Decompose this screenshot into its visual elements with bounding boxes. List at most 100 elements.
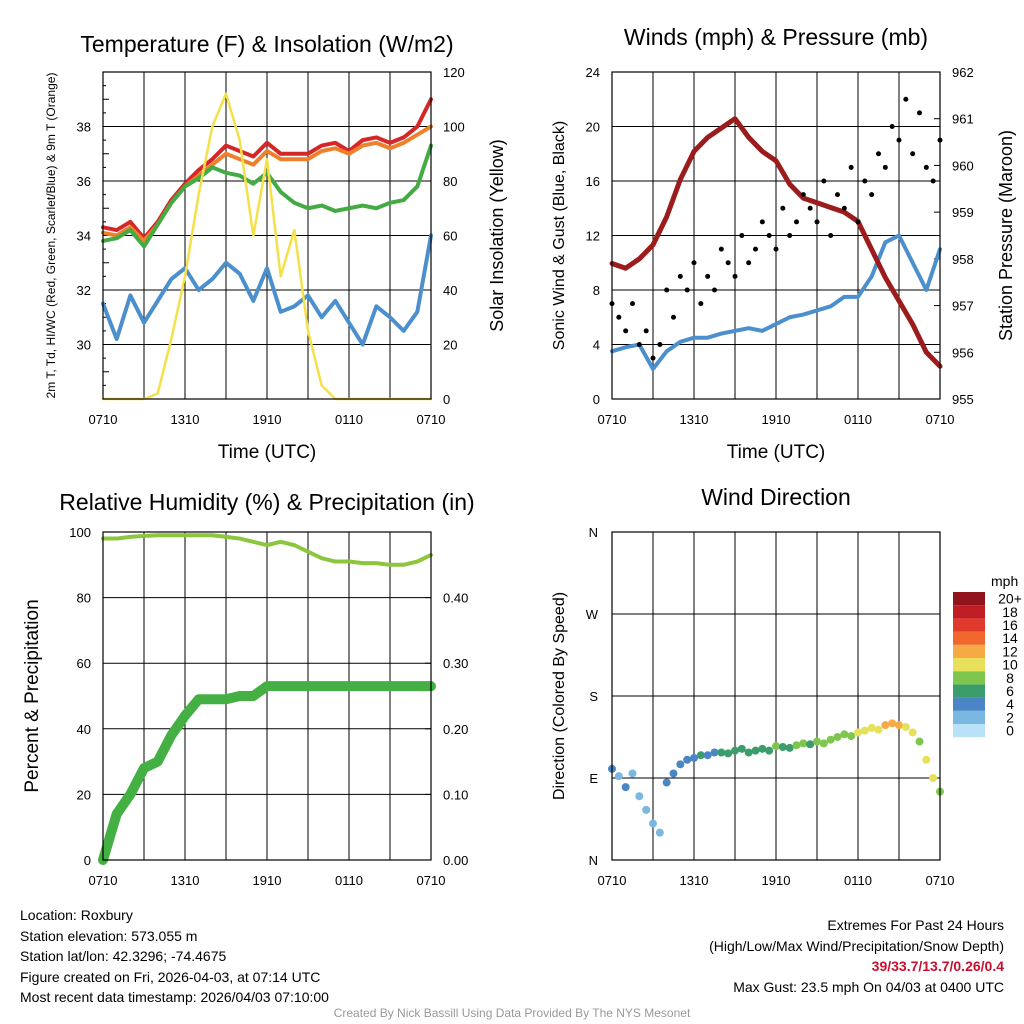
direction-point [867,723,876,732]
x-tick-label: 0110 [335,412,363,427]
direction-point [758,744,767,753]
gust-point [780,205,786,211]
plot-frame [611,531,941,861]
direction-point [724,749,733,758]
colorbar-swatch [953,710,985,724]
direction-point [696,751,705,760]
colorbar-swatch [953,631,985,645]
gust-point [773,246,779,252]
direction-point [847,732,856,741]
direction-point [676,760,685,769]
series-hi-wc [101,233,433,347]
direction-point [635,792,644,801]
direction-point [833,733,842,741]
colorbar-tick-label: 6 [1006,683,1014,699]
direction-point [915,737,924,746]
x-tick-label: 0110 [844,873,872,888]
gust-point [794,219,799,225]
colorbar-swatch [953,697,985,711]
elevation: Station elevation: 573.055 m [20,927,198,944]
gust-point [862,178,868,184]
y-axis-label: Sonic Wind & Gust (Blue, Black) [551,121,568,350]
gust-point [753,246,758,252]
colorbar-swatch [953,592,985,606]
y2-tick-label: 0.20 [443,722,468,737]
y-axis-label: Direction (Colored By Speed) [551,592,568,800]
y-tick-label: 8 [593,283,600,298]
extremes-values: 39/33.7/13.7/0.26/0.4 [871,958,1004,974]
direction-point [690,753,698,762]
direction-point [888,719,897,728]
direction-point [819,739,828,748]
gust-point [930,178,936,184]
gust-point [691,260,697,266]
x-tick-label: 0710 [89,412,118,427]
gust-point [766,233,772,238]
series-precip [98,681,436,865]
direction-point [662,778,671,787]
y-tick-label: 0 [84,853,91,868]
gust-point [664,287,670,293]
latlon: Station lat/lon: 42.3296; -74.4675 [20,948,227,964]
colorbar-swatch [953,658,985,672]
x-tick-label: 0110 [844,412,872,427]
y2-tick-label: 960 [952,158,974,173]
direction-point [703,751,712,760]
gust-point [807,205,813,211]
y-axis-label: Percent & Precipitation [22,599,43,792]
y2-tick-label: 957 [952,299,974,314]
gust-point [841,205,847,211]
direction-point [731,746,739,755]
gust-point [889,124,895,129]
direction-point [854,728,862,737]
gust-point [739,233,745,238]
y-tick-label: 38 [77,120,91,135]
y2-tick-label: 0.10 [443,787,468,802]
created: Figure created on Fri, 2026-04-03, at 07… [20,968,321,985]
y2-tick-label: 0.40 [443,591,468,606]
direction-point [929,774,938,782]
y2-tick-label: 0 [443,392,450,407]
extremes-subtitle: (High/Low/Max Wind/Precipitation/Snow De… [709,937,1004,954]
gust-point [718,246,724,252]
direction-point [901,722,910,731]
x-tick-label: 0710 [417,412,446,427]
direction-point [765,746,774,755]
y-tick-label: 4 [593,338,600,353]
colorbar-tick-label: 14 [1002,630,1018,646]
x-tick-label: 0710 [926,873,955,888]
colorbar-tick-label: 12 [1002,643,1018,659]
gust-point [746,260,752,266]
x-tick-label: 0710 [89,873,118,888]
direction-point [751,746,760,755]
extremes-title: Extremes For Past 24 Hours [827,917,1004,933]
gust-point [705,273,711,279]
gust-point [800,192,806,198]
colorbar-tick-label: 10 [1002,657,1018,673]
y-tick-label: 100 [69,525,91,540]
y-axis-label: 2m T, Td, HI/WC (Red, Green, Scarlet/Blu… [44,73,58,399]
direction-point [628,769,637,778]
gust-point [684,287,690,293]
direction-point [881,721,890,730]
plot-frame [102,71,432,400]
gust-point [787,233,793,238]
colorbar-tick-label: 20+ [998,591,1022,607]
direction-point [826,735,835,744]
chart-title: Relative Humidity (%) & Precipitation (i… [59,489,474,515]
gust-point [732,273,738,279]
direction-point [813,737,821,746]
gust-point [630,301,635,307]
gust-point [643,328,649,334]
gust-point [835,192,840,198]
y-tick-label: 30 [77,338,91,353]
x-tick-label: 1910 [762,412,791,427]
chart-title: Temperature (F) & Insolation (W/m2) [80,31,453,57]
colorbar-swatch [953,618,985,632]
y2-tick-label: 959 [952,205,974,220]
gust-point [725,260,731,266]
x-tick-label: 1310 [171,873,200,888]
y-tick-label: 12 [586,229,600,244]
station-info: Location: Roxbury Station elevation: 573… [20,905,329,1008]
x-tick-label: 1910 [762,873,791,888]
